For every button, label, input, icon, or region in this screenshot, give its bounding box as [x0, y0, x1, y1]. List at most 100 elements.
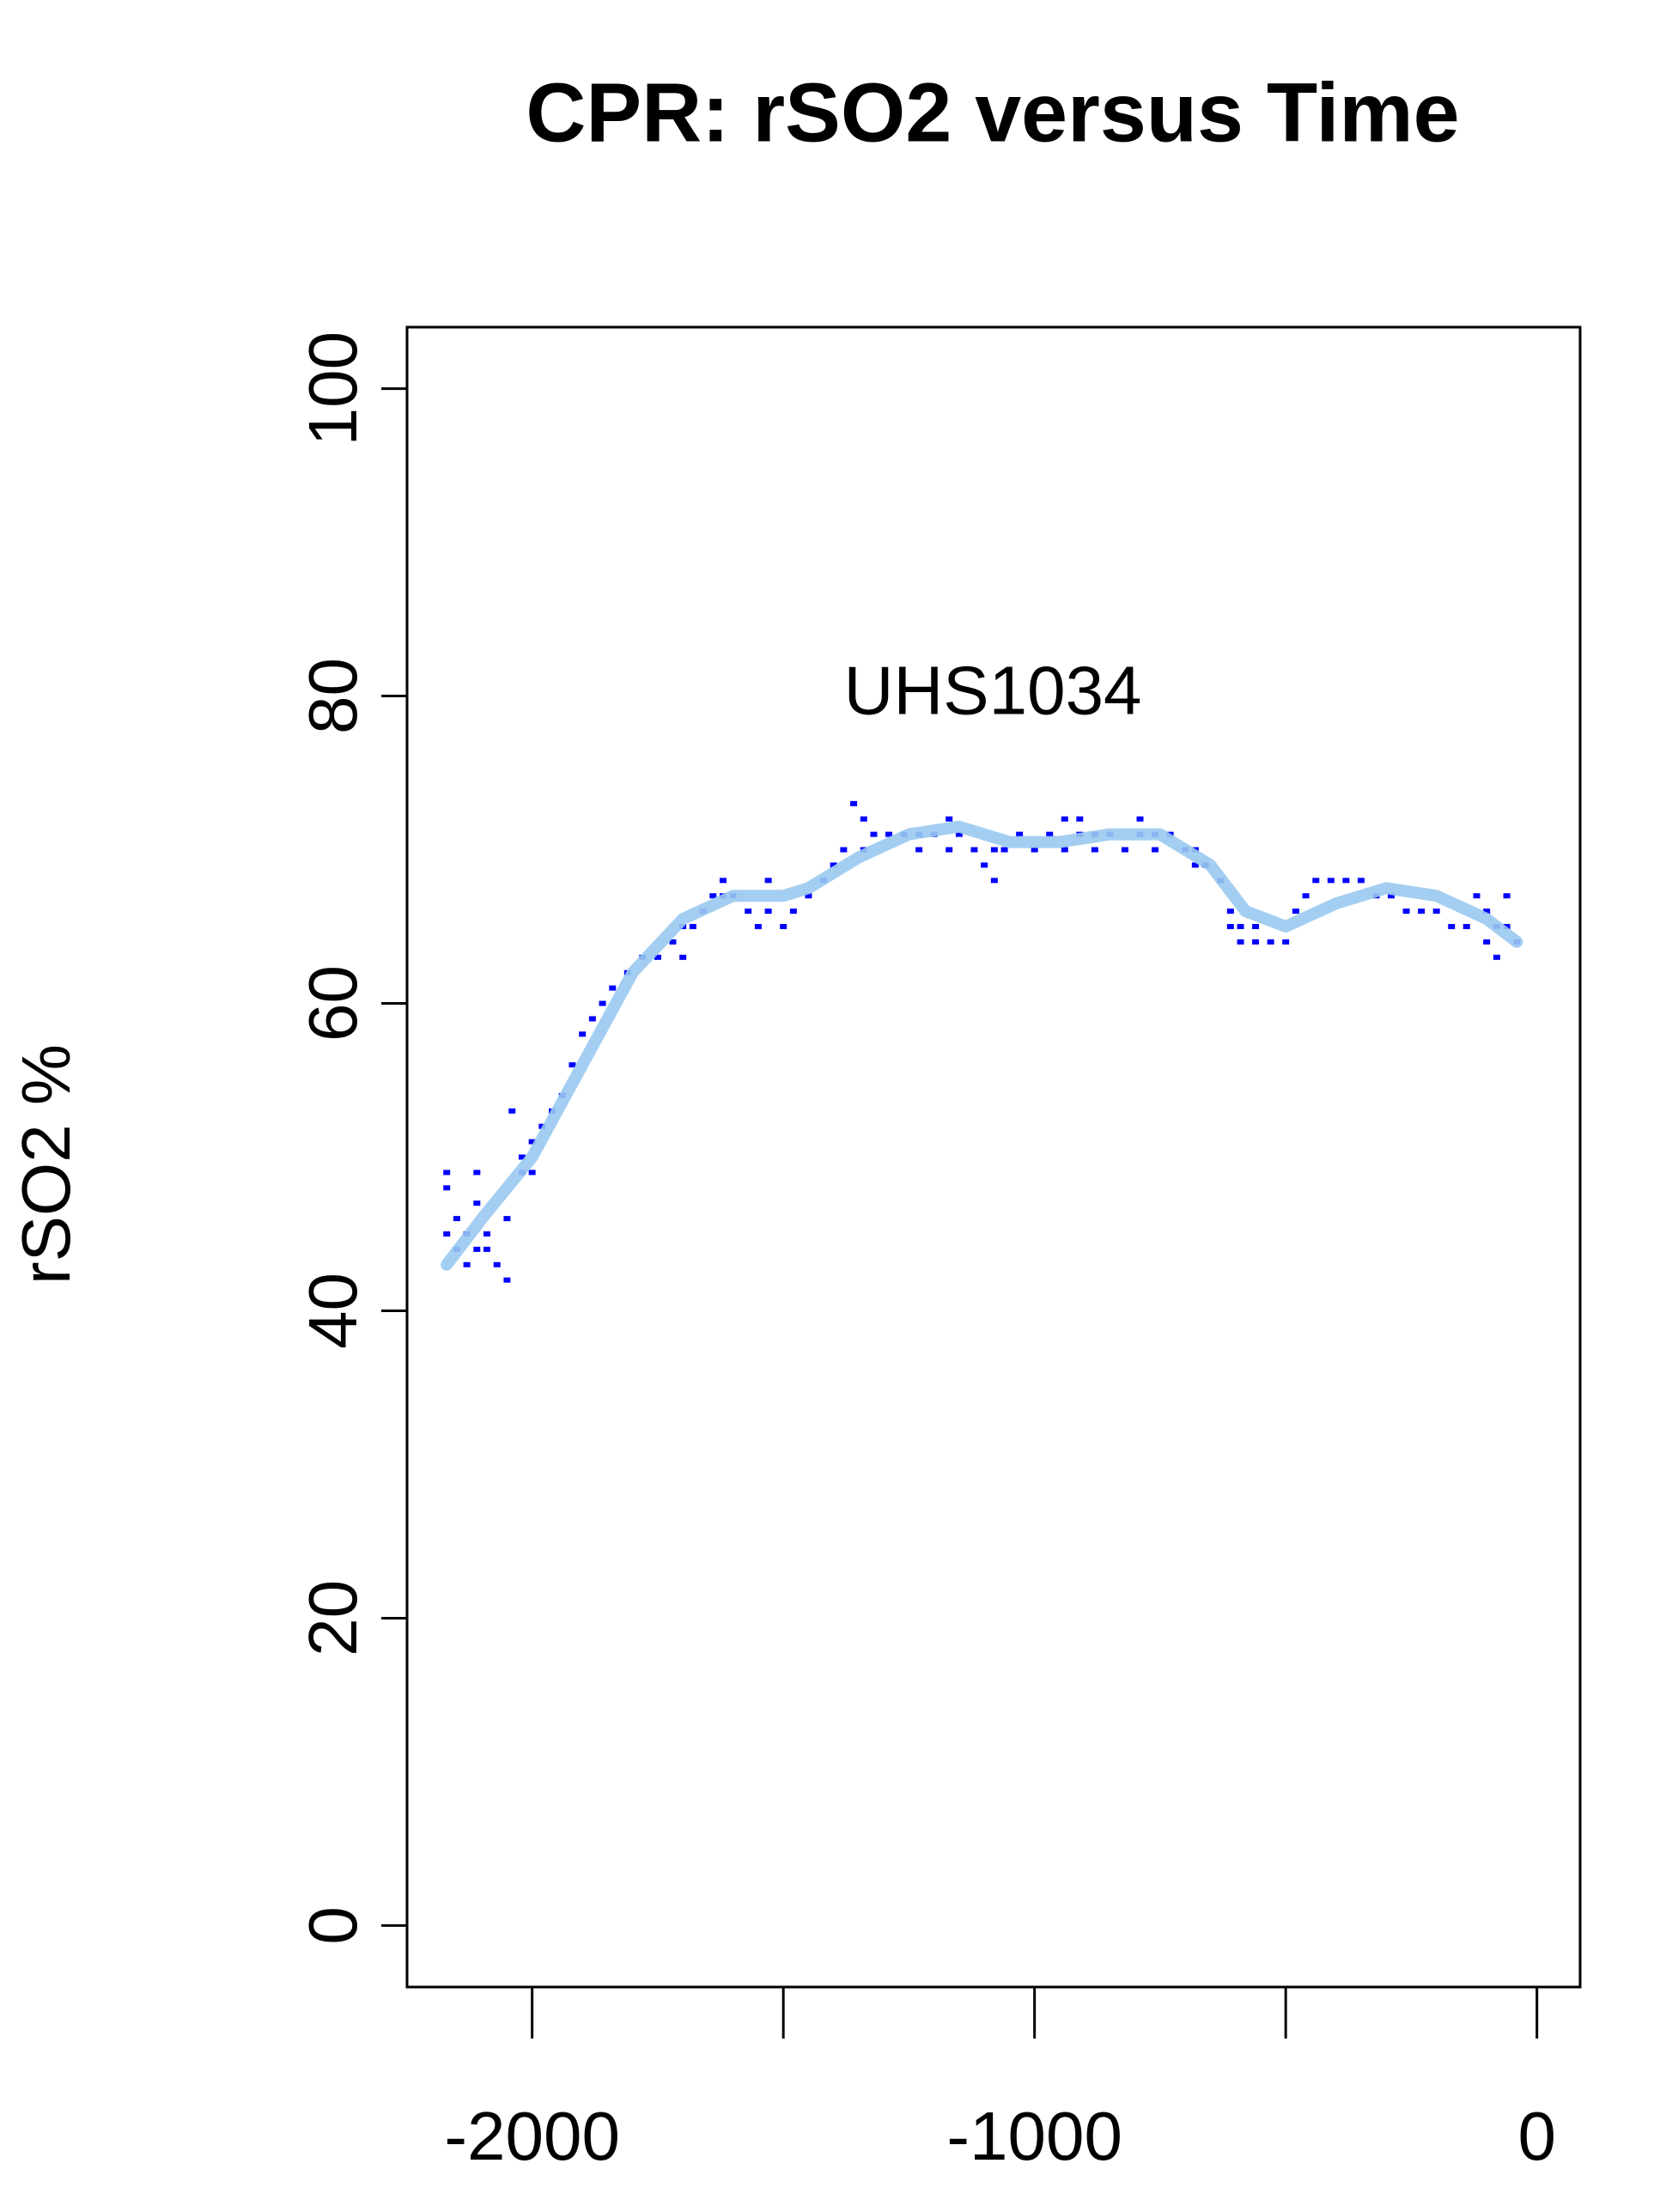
data-point [528, 1139, 536, 1145]
data-point [1061, 816, 1068, 822]
data-point [463, 1261, 471, 1267]
y-tick-label: 40 [295, 1273, 371, 1349]
data-point [915, 847, 923, 853]
data-point [805, 893, 812, 899]
data-point [1327, 878, 1335, 884]
data-point [579, 1031, 587, 1037]
data-point [850, 800, 858, 806]
data-point [473, 1200, 481, 1206]
data-point [483, 1246, 491, 1252]
data-point [789, 908, 797, 915]
data-point [1252, 939, 1260, 945]
y-tick-label: 80 [295, 658, 371, 734]
data-point [970, 847, 978, 853]
data-point [493, 1261, 501, 1267]
data-point [443, 1231, 451, 1237]
data-point [453, 1216, 460, 1222]
data-point [1226, 924, 1234, 930]
data-point [1061, 847, 1068, 853]
data-point [473, 1170, 481, 1176]
data-point [1483, 939, 1491, 945]
data-point [654, 954, 661, 960]
data-point [719, 878, 727, 884]
data-point [1503, 893, 1511, 899]
data-point [1152, 847, 1159, 853]
data-point [669, 939, 677, 945]
data-point [830, 862, 837, 868]
y-tick-label: 0 [295, 1906, 371, 1945]
data-point [1282, 939, 1290, 945]
data-point [981, 862, 988, 868]
data-point [1292, 908, 1299, 915]
data-point [599, 1000, 606, 1006]
data-point [1418, 908, 1426, 915]
y-tick-label: 60 [295, 965, 371, 1042]
data-point [870, 831, 878, 837]
data-point [1121, 847, 1128, 853]
data-point [1076, 816, 1084, 822]
data-point [1493, 954, 1500, 960]
data-point [1000, 847, 1008, 853]
data-point [609, 985, 617, 991]
y-tick-label: 100 [295, 331, 371, 446]
data-point [503, 1216, 511, 1222]
data-point [1302, 893, 1310, 899]
data-point [508, 1108, 516, 1114]
data-point [588, 1016, 596, 1022]
data-point [745, 908, 752, 915]
x-tick-label: -1000 [946, 2098, 1122, 2174]
data-point [1031, 847, 1038, 853]
data-point [1016, 831, 1024, 837]
data-point [955, 831, 963, 837]
data-point [764, 878, 772, 884]
data-point [1312, 878, 1320, 884]
data-point [885, 831, 893, 837]
data-point [1473, 893, 1481, 899]
data-point [764, 908, 772, 915]
data-point [1136, 816, 1144, 822]
data-point [1237, 924, 1244, 930]
chart-title: CPR: rSO2 versus Time [526, 66, 1459, 160]
data-point [780, 924, 787, 930]
y-tick-label: 20 [295, 1580, 371, 1656]
data-point [1342, 878, 1350, 884]
data-point [945, 816, 953, 822]
data-point [945, 847, 953, 853]
data-point [1483, 908, 1491, 915]
data-point [840, 847, 848, 853]
data-point [443, 1170, 451, 1176]
data-point [1503, 924, 1511, 930]
data-point [503, 1277, 511, 1283]
data-point [1448, 924, 1456, 930]
data-point [990, 878, 998, 884]
data-point [473, 1246, 481, 1252]
data-point [1402, 908, 1410, 915]
data-point [709, 893, 717, 899]
smooth-line [441, 820, 1523, 1271]
data-point [860, 816, 867, 822]
data-point [1432, 908, 1440, 915]
data-point [1226, 908, 1234, 915]
data-point [1357, 878, 1365, 884]
data-point [528, 1170, 536, 1176]
x-tick-label: -2000 [444, 2098, 620, 2174]
data-point [518, 1154, 526, 1160]
data-point [483, 1231, 491, 1237]
data-point [990, 847, 998, 853]
data-point [443, 1185, 451, 1191]
data-point [1462, 924, 1470, 930]
data-point [1267, 939, 1274, 945]
data-point [1046, 831, 1054, 837]
data-point [569, 1062, 576, 1068]
y-axis-label: rSO2 % [8, 1044, 84, 1285]
data-point [1388, 893, 1395, 899]
plot-frame [405, 325, 1582, 1989]
data-point [689, 924, 696, 930]
data-point [754, 924, 762, 930]
data-point [1091, 847, 1098, 853]
annotation: UHS1034 [844, 653, 1142, 729]
data-point [1252, 924, 1260, 930]
x-tick-label: 0 [1517, 2098, 1556, 2174]
